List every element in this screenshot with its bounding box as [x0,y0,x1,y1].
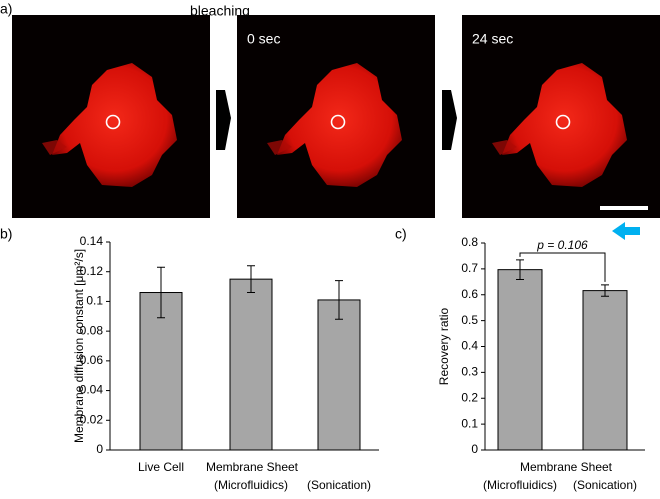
y-tick-label: 0.3 [461,365,478,379]
panel-label: b) [0,226,12,242]
significance-bracket [519,252,606,282]
y-tick-label: 0.06 [80,353,104,367]
x-tick-label: (Sonication) [307,478,371,492]
y-axis-label: Recovery ratio [437,308,451,386]
y-tick-label: 0.1 [86,294,103,308]
bar [139,292,183,451]
y-tick-label: 0.08 [80,323,104,337]
x-tick-label: Live Cell [138,460,184,474]
y-tick-label: 0.14 [80,234,104,248]
y-tick-label: 0.04 [80,383,104,397]
y-tick-label: 0.7 [461,261,478,275]
microscopy-images [11,14,660,240]
y-tick-label: 0.12 [80,264,104,278]
x-tick-label: (Microfluidics) [483,478,557,492]
y-tick-label: 0.02 [80,412,104,426]
y-tick-label: 0.6 [461,287,478,301]
error-bar [601,284,609,297]
y-tick-label: 0 [471,442,478,456]
panel-label: c) [395,226,407,242]
bar [582,290,628,451]
y-tick-label: 0.4 [461,339,478,353]
y-tick-label: 0.5 [461,313,478,327]
error-bar [157,266,165,319]
annotation: p = 0.106 [536,238,588,252]
step-label: 0 sec [247,31,280,47]
y-tick-label: 0.1 [461,416,478,430]
bar [317,299,361,451]
x-tick-label: (Microfluidics) [214,478,288,492]
y-tick-label: 0 [96,442,103,456]
step-label: bleaching [190,3,250,19]
x-tick-label: (Sonication) [573,478,637,492]
error-bar [335,280,343,320]
step-label: 24 sec [472,31,513,47]
panel-label: a) [0,1,12,17]
y-tick-label: 0.8 [461,235,478,249]
error-bar [247,265,255,294]
y-tick-label: 0.2 [461,390,478,404]
bar [229,278,273,451]
bar [497,269,543,451]
x-group-label: Membrane Sheet [206,460,299,474]
error-bar [516,259,524,280]
x-group-label: Membrane Sheet [520,460,613,474]
y-axis-label: Membrane diffusion constant [μm²/s] [72,249,86,443]
